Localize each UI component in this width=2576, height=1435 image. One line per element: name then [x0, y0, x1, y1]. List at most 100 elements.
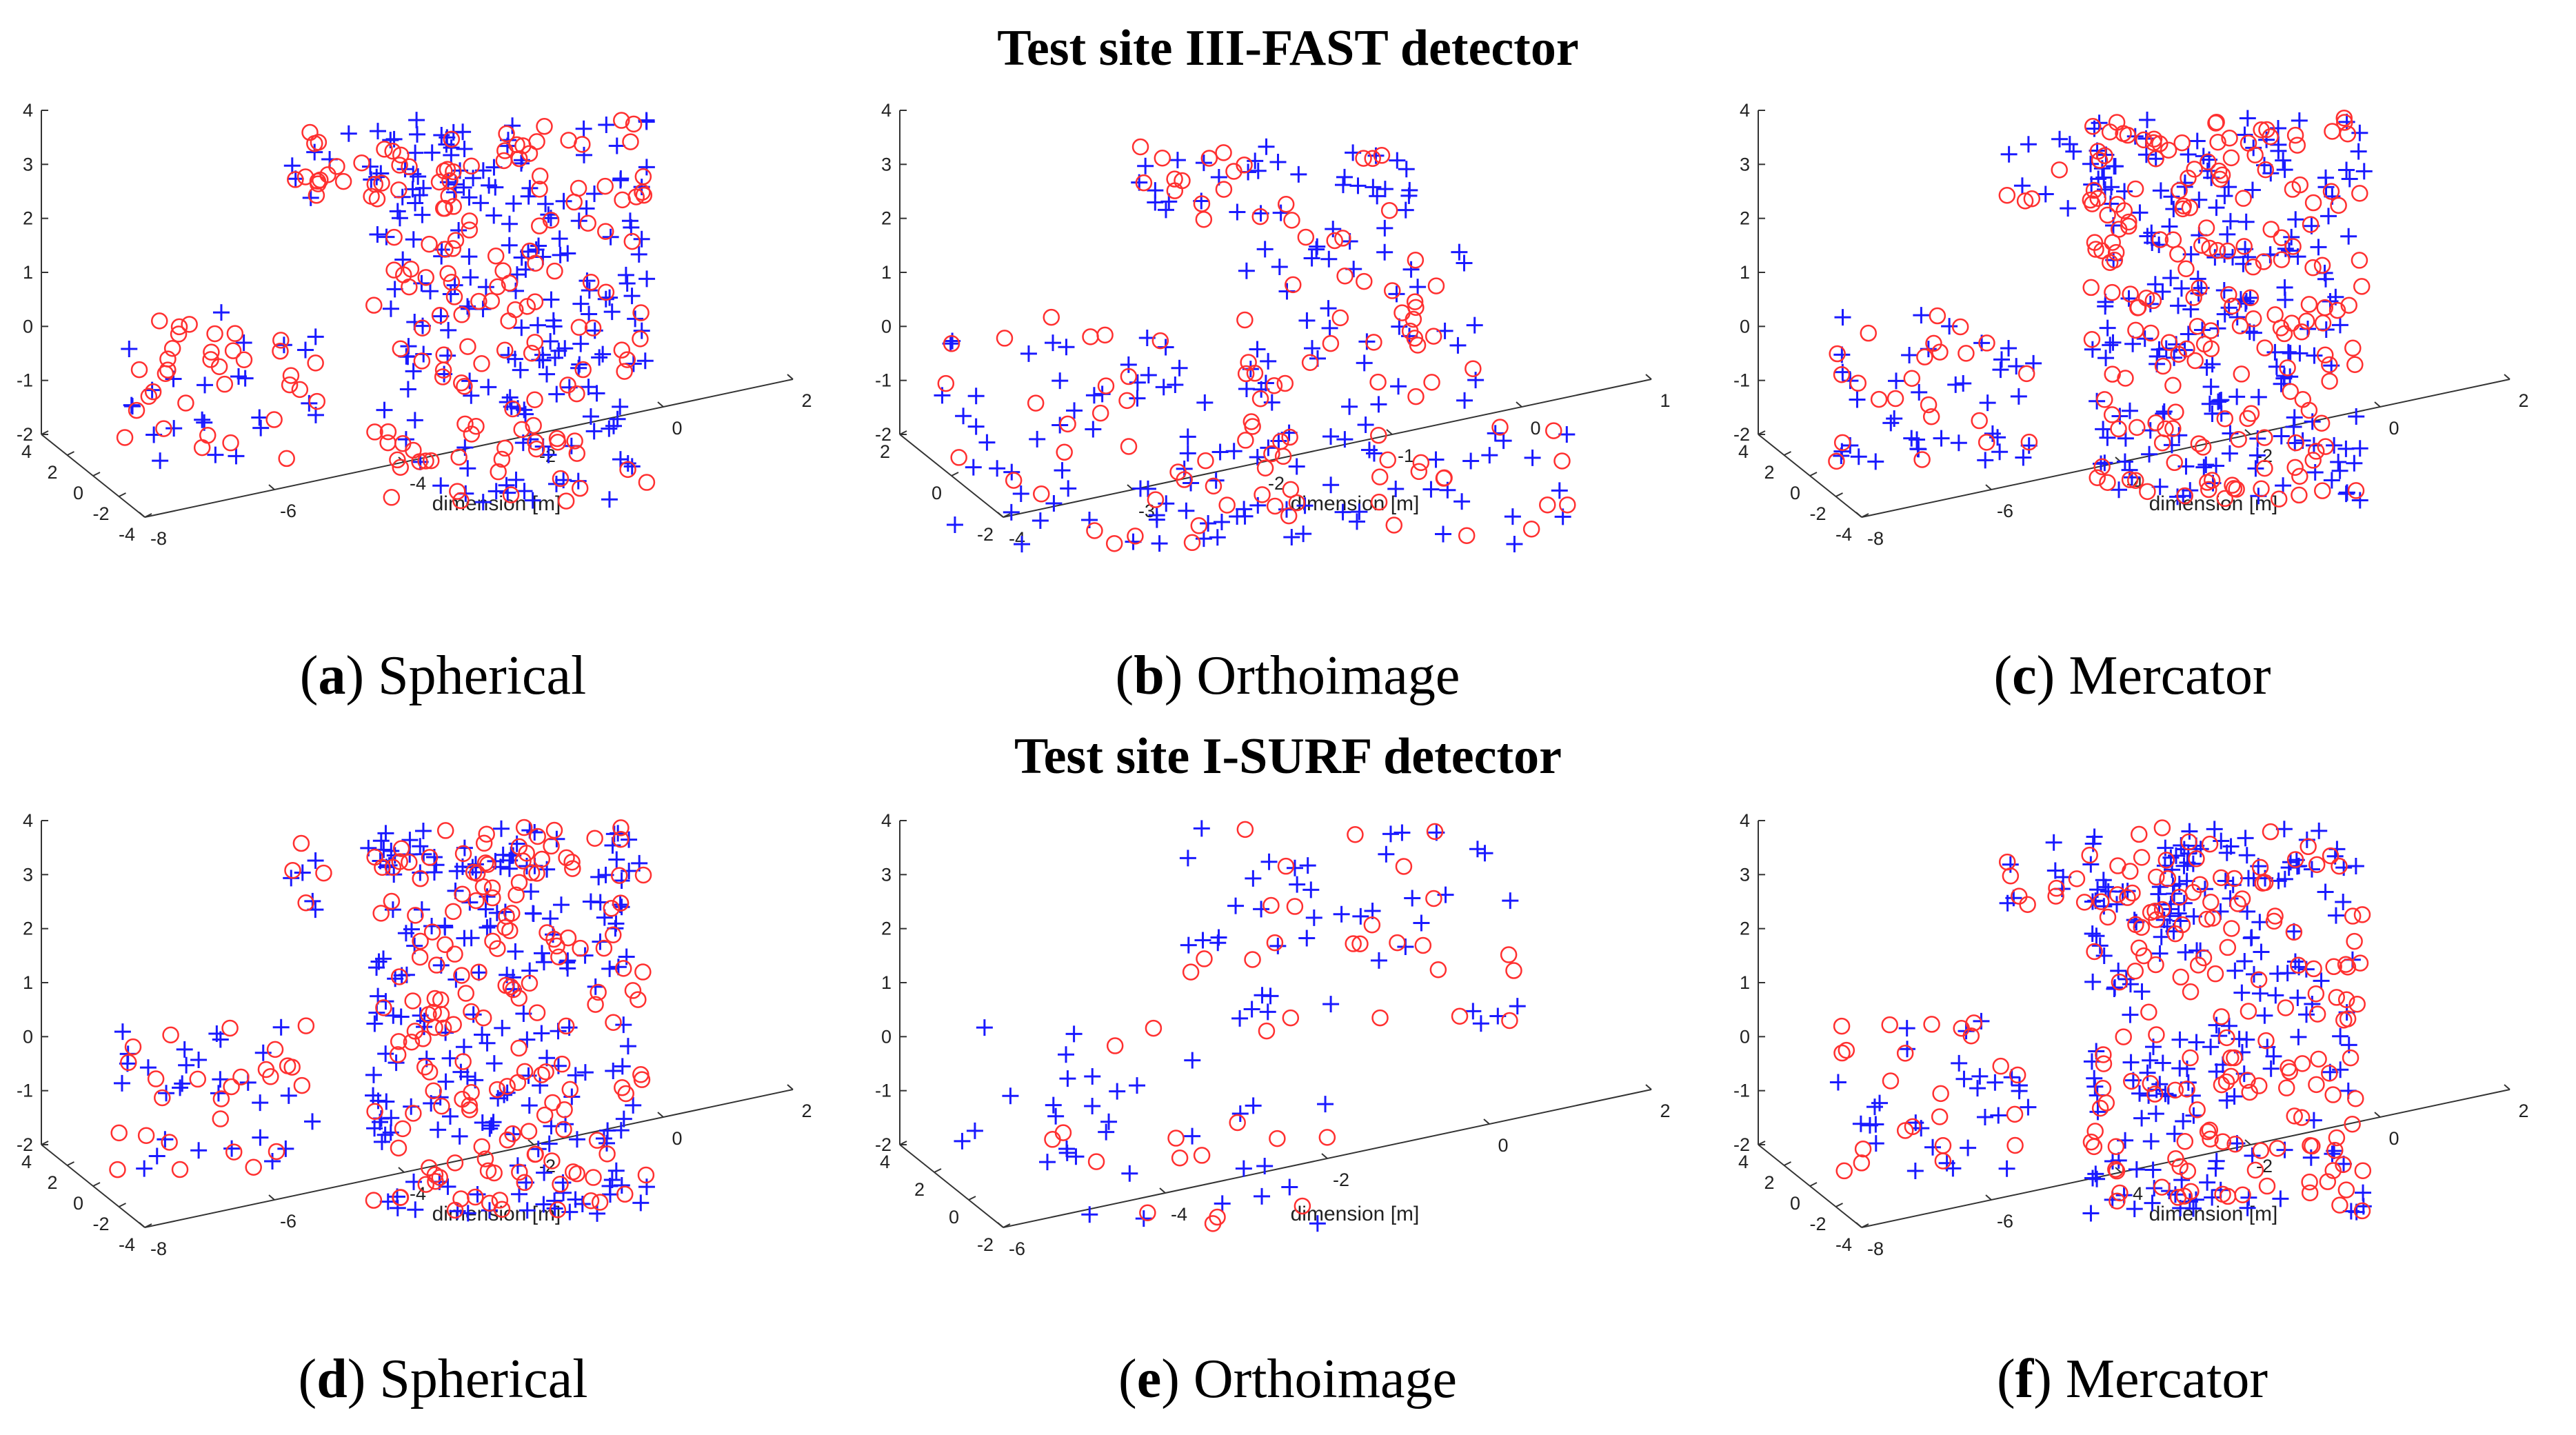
plus-marker — [521, 179, 539, 197]
plus-marker — [2267, 987, 2284, 1004]
caption-text: Mercator — [2065, 1349, 2268, 1409]
x-tick — [997, 1222, 1004, 1228]
circle-marker — [1829, 345, 1846, 363]
plus-marker — [967, 418, 985, 435]
plus-marker — [586, 185, 603, 202]
circle-marker — [2148, 911, 2165, 928]
plus-marker — [2332, 1027, 2349, 1045]
circle-marker — [2239, 1072, 2256, 1089]
circle-marker — [2193, 237, 2211, 254]
plus-marker — [2323, 472, 2340, 489]
circle-marker — [2256, 429, 2273, 446]
plus-marker — [572, 335, 590, 352]
circle-marker — [2328, 301, 2346, 319]
x-tick — [268, 484, 275, 490]
circle-marker — [390, 181, 407, 199]
plus-marker — [210, 1085, 227, 1102]
z-tick-label: 3 — [23, 154, 33, 174]
circle-marker — [1458, 527, 1476, 544]
circle-marker — [120, 1054, 137, 1072]
circle-marker — [2082, 191, 2100, 209]
circle-marker — [634, 963, 652, 981]
plus-marker — [430, 1121, 447, 1138]
circle-marker — [1044, 1131, 1061, 1148]
plus-marker — [545, 312, 562, 329]
plus-marker — [480, 379, 497, 396]
plus-marker — [601, 491, 618, 508]
plus-marker — [1060, 480, 1077, 497]
y-tick — [1758, 430, 1766, 435]
circle-marker — [2242, 289, 2260, 306]
circle-marker — [2123, 1072, 2140, 1090]
circle-marker — [2166, 1081, 2184, 1099]
plus-marker — [1378, 845, 1395, 863]
plus-marker — [1283, 529, 1300, 546]
plus-marker — [1169, 152, 1186, 169]
plus-marker — [212, 304, 230, 321]
circle-marker — [385, 228, 403, 246]
circle-marker — [389, 1046, 407, 1063]
circle-marker — [2301, 1184, 2319, 1202]
circle-marker — [417, 452, 434, 470]
plus-marker — [619, 1038, 636, 1055]
circle-marker — [2140, 1003, 2157, 1021]
circle-marker — [1849, 374, 1867, 392]
circle-marker — [1833, 365, 1851, 383]
circle-marker — [2225, 480, 2243, 497]
plus-marker — [507, 471, 525, 488]
plus-marker — [612, 398, 629, 415]
circle-marker — [2224, 476, 2241, 494]
plus-marker — [2266, 343, 2284, 361]
plus-marker — [2331, 317, 2348, 334]
plus-marker — [513, 319, 530, 337]
plus-marker — [1249, 341, 1266, 358]
circle-marker — [2139, 483, 2156, 501]
plus-marker — [251, 409, 268, 426]
circle-marker — [467, 1188, 484, 1206]
circle-marker — [543, 837, 560, 855]
circle-marker — [2206, 965, 2224, 983]
circle-marker — [2339, 959, 2357, 976]
plus-marker — [603, 303, 621, 321]
circle-marker — [226, 325, 244, 342]
plus-marker — [448, 863, 465, 880]
x-tick-label: 0 — [672, 1128, 682, 1149]
plus-marker — [1045, 1096, 1062, 1114]
circle-marker — [2229, 895, 2246, 912]
y-tick-label: 4 — [1738, 441, 1749, 462]
plus-marker — [2083, 1053, 2100, 1070]
circle-marker — [390, 1033, 407, 1050]
plus-marker — [237, 370, 254, 387]
circle-marker — [2337, 991, 2355, 1008]
z-tick-label: -1 — [17, 1081, 33, 1101]
plus-marker — [456, 141, 473, 158]
plus-marker — [2165, 201, 2182, 218]
x-tick — [787, 1084, 794, 1090]
plus-marker — [1238, 381, 1255, 398]
circle-marker — [2302, 216, 2320, 233]
plus-marker — [1986, 1074, 2004, 1091]
circle-marker — [2351, 185, 2368, 202]
circle-marker — [2250, 971, 2268, 988]
plus-marker — [414, 823, 432, 840]
plus-marker — [2320, 208, 2337, 225]
plus-marker — [638, 1178, 655, 1196]
plus-marker — [521, 1097, 538, 1114]
plus-marker — [383, 842, 400, 859]
plus-marker — [542, 332, 559, 350]
circle-marker — [2164, 377, 2182, 394]
caption-text: Spherical — [379, 1349, 588, 1409]
plus-marker — [172, 1079, 189, 1096]
circle-marker — [550, 948, 567, 965]
circle-marker — [473, 355, 490, 372]
circle-marker — [2319, 1173, 2337, 1190]
circle-marker — [467, 892, 485, 910]
plus-marker — [1369, 188, 1386, 205]
plus-marker — [2133, 983, 2151, 1000]
plus-marker — [2095, 872, 2112, 889]
plus-marker — [578, 200, 595, 217]
plus-marker — [2239, 903, 2256, 920]
circle-marker — [536, 1106, 554, 1124]
plus-marker — [1303, 250, 1320, 267]
circle-marker — [527, 440, 545, 458]
